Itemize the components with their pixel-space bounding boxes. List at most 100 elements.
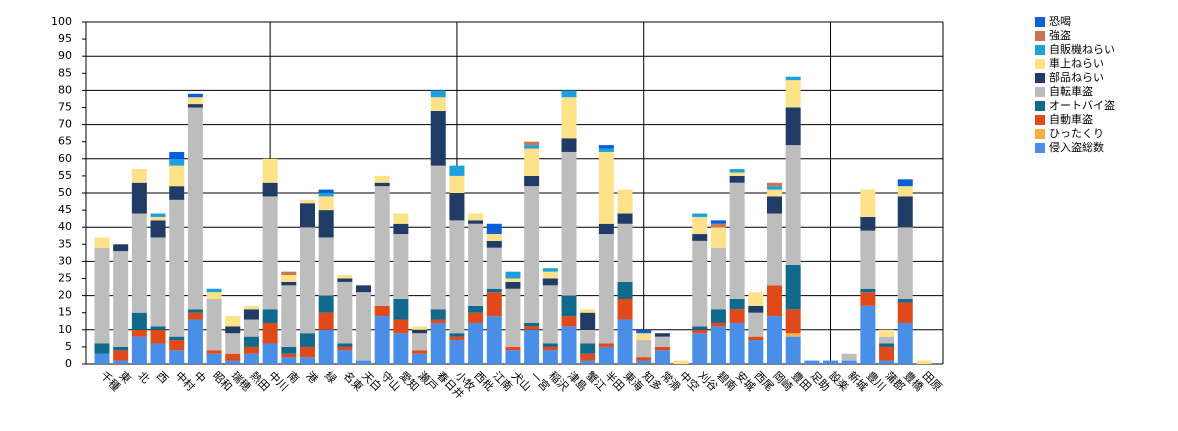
bar-segment [617, 223, 633, 282]
y-tick-label: 65 [58, 135, 72, 148]
bar-segment [94, 247, 110, 344]
y-tick-label: 25 [58, 272, 72, 285]
bar-segment [318, 295, 334, 313]
bar-segment [486, 234, 502, 241]
bar-segment [187, 309, 203, 313]
bar-segment [598, 148, 614, 152]
legend-swatch [1035, 101, 1045, 111]
bar-segment [299, 346, 315, 358]
bar-segment [766, 316, 782, 364]
bar-segment [412, 329, 428, 334]
legend-swatch [1035, 73, 1045, 83]
x-tick-label: 田原 [920, 369, 945, 394]
bar-segment [318, 196, 334, 211]
bar-segment [561, 151, 577, 296]
x-tick-label: 港 [303, 369, 320, 386]
bar-segment [412, 353, 428, 364]
bar-segment [580, 360, 596, 364]
bar-segment [486, 292, 502, 317]
bar-segment [337, 278, 353, 282]
x-tick-label: 豊田 [789, 369, 814, 394]
y-tick-label: 70 [58, 118, 72, 131]
bar-segment [860, 216, 876, 231]
bar-segment [729, 322, 745, 364]
bar-segment [430, 97, 446, 111]
bar-segment [243, 346, 259, 354]
bar-segment [785, 333, 801, 337]
x-tick-label: 常滑 [658, 369, 683, 394]
bar-segment [131, 182, 147, 214]
legend-swatch [1035, 129, 1045, 139]
bar-segment [393, 299, 409, 320]
bar-segment [412, 350, 428, 354]
bar-segment [766, 213, 782, 286]
y-tick-label: 85 [58, 66, 72, 79]
bar-segment [299, 333, 315, 347]
bar-segment [692, 234, 708, 241]
bar-segment [505, 350, 521, 364]
bar-segment [505, 346, 521, 351]
bar-segment [449, 220, 465, 334]
bar-segment [225, 360, 241, 364]
bar-segment [131, 213, 147, 313]
bar-segment [636, 357, 652, 361]
bar-segment [524, 148, 540, 176]
bar-segment [486, 240, 502, 248]
bar-segment [505, 288, 521, 347]
bar-segment [654, 333, 670, 337]
bar-segment [860, 288, 876, 293]
bar-segment [897, 322, 913, 364]
bar-segment [225, 353, 241, 361]
bar-segment [785, 145, 801, 265]
bar-segment [710, 223, 726, 228]
bar-segment [374, 305, 390, 317]
bar-segment [617, 319, 633, 364]
bar-segment [299, 357, 315, 364]
bar-segment [524, 186, 540, 323]
bar-segment [299, 199, 315, 204]
bar-segment [206, 299, 222, 351]
bar-segment [897, 186, 913, 197]
legend-swatch [1035, 31, 1045, 41]
bar-segment [113, 346, 129, 351]
legend-label: 強盗 [1049, 29, 1071, 42]
bar-segment [710, 247, 726, 310]
bar-segment [337, 275, 353, 279]
bar-segment [860, 189, 876, 217]
bar-segment [879, 336, 895, 344]
bar-segment [337, 343, 353, 347]
legend-label: 自転車盗 [1049, 84, 1093, 98]
bar-segment [897, 227, 913, 300]
bar-segment [524, 145, 540, 149]
bar-segment [598, 145, 614, 149]
bar-segment [430, 309, 446, 320]
bar-segment [150, 220, 166, 238]
bar-segment [169, 340, 185, 351]
x-tick-label: 熱田 [247, 369, 272, 394]
legend-label: 恐喝 [1049, 15, 1071, 28]
bar-segment [468, 223, 484, 306]
x-tick-label: 豊川 [864, 369, 889, 394]
bar-segment [337, 281, 353, 344]
bar-segment [561, 295, 577, 317]
bar-segment [785, 336, 801, 364]
y-tick-label: 95 [58, 32, 72, 45]
bar-segment [262, 343, 278, 364]
bar-segment [748, 312, 764, 337]
bar-segment [710, 322, 726, 327]
bar-segment [337, 346, 353, 351]
x-tick-label: 西 [154, 369, 171, 386]
y-tick-label: 15 [58, 306, 72, 319]
bar-segment [150, 326, 166, 330]
x-tick-label: 中川 [266, 369, 291, 394]
bar-segment [374, 316, 390, 364]
bar-segment [150, 213, 166, 217]
bar-segment [187, 97, 203, 105]
bar-segment [225, 316, 241, 327]
bar-segment [486, 223, 502, 235]
bar-segment [580, 329, 596, 344]
bar-segment [262, 158, 278, 183]
y-tick-label: 20 [58, 289, 72, 302]
bar-segment [524, 175, 540, 187]
bar-segment [580, 353, 596, 361]
